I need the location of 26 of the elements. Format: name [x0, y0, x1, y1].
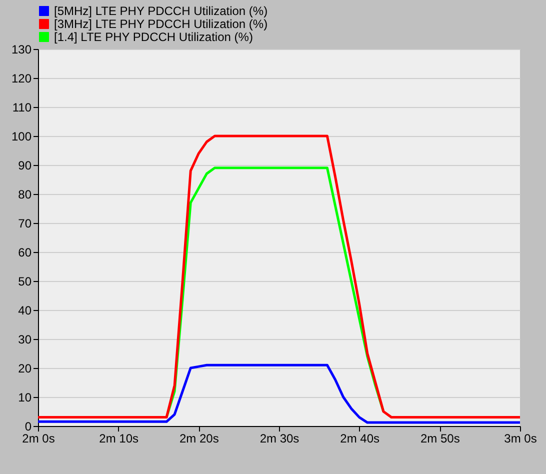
legend-label: [1.4] LTE PHY PDCCH Utilization (%) — [54, 30, 253, 44]
x-tick-label: 2m 40s — [340, 432, 380, 446]
line-series — [36, 134, 522, 419]
y-tick-label: 90 — [18, 158, 32, 172]
y-tick-label: 20 — [18, 362, 32, 376]
y-tick-label: 110 — [12, 100, 32, 114]
y-tick-label: 80 — [18, 188, 32, 202]
y-tick-label: 100 — [11, 130, 32, 144]
x-tick-label: 2m 30s — [260, 432, 300, 446]
y-tick-label: 50 — [18, 274, 32, 288]
y-tick-label: 130 — [11, 42, 32, 56]
y-tick-label: 70 — [18, 216, 32, 230]
x-tick-label: 2m 50s — [420, 432, 460, 446]
y-tick-label: 30 — [18, 332, 32, 346]
legend-label: [5MHz] LTE PHY PDCCH Utilization (%) — [54, 4, 268, 18]
x-tick-label: 2m 0s — [22, 432, 55, 446]
x-tick-label: 3m 0s — [504, 432, 537, 446]
y-tick-label: 0 — [24, 420, 32, 434]
y-tick-label: 60 — [18, 246, 32, 260]
x-tick-label: 2m 10s — [99, 432, 139, 446]
x-tick-label: 2m 20s — [179, 432, 219, 446]
y-tick-label: 10 — [18, 390, 32, 404]
line-series — [36, 364, 522, 424]
y-tick-label: 120 — [11, 72, 32, 86]
y-tick-label: 40 — [18, 304, 32, 318]
legend-label: [3MHz] LTE PHY PDCCH Utilization (%) — [54, 17, 268, 31]
